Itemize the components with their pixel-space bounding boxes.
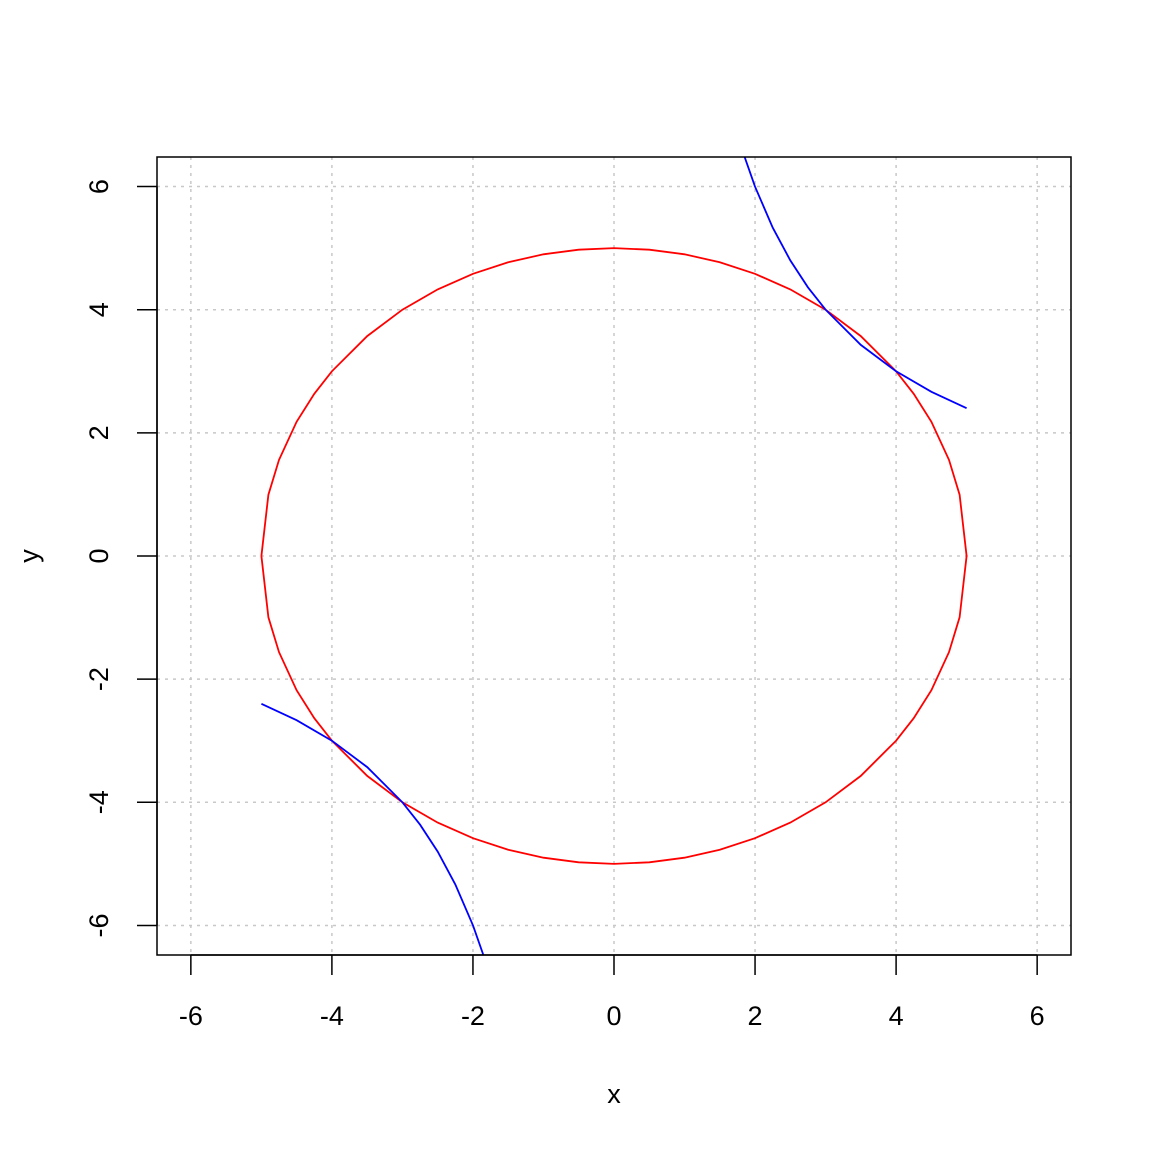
x-tick-label: -2: [461, 1001, 485, 1031]
x-tick-label: 2: [748, 1001, 763, 1031]
x-axis-label: x: [607, 1079, 621, 1109]
y-tick-label: 0: [84, 548, 114, 563]
series-line-0: [260, 247, 968, 557]
x-tick-label: -4: [320, 1001, 344, 1031]
y-axis-label: y: [14, 549, 44, 563]
x-tick-label: 4: [889, 1001, 904, 1031]
series-group: [260, 157, 968, 955]
x-tick-label: 0: [606, 1001, 621, 1031]
y-tick-label: -4: [84, 790, 114, 814]
series-line-3: [261, 702, 485, 955]
y-tick-label: -6: [84, 913, 114, 937]
y-tick-label: 6: [84, 179, 114, 194]
series-line-1: [260, 555, 968, 865]
grid: [157, 157, 1071, 955]
axes: -6 -4 -2 0 2 4 6 -6 -4 -2 0 2 4 6: [84, 179, 1045, 1031]
series-line-2: [743, 157, 967, 410]
y-tick-label: 4: [84, 302, 114, 317]
y-tick-label: -2: [84, 667, 114, 691]
y-tick-label: 2: [84, 425, 114, 440]
x-tick-label: 6: [1030, 1001, 1045, 1031]
x-tick-label: -6: [179, 1001, 203, 1031]
